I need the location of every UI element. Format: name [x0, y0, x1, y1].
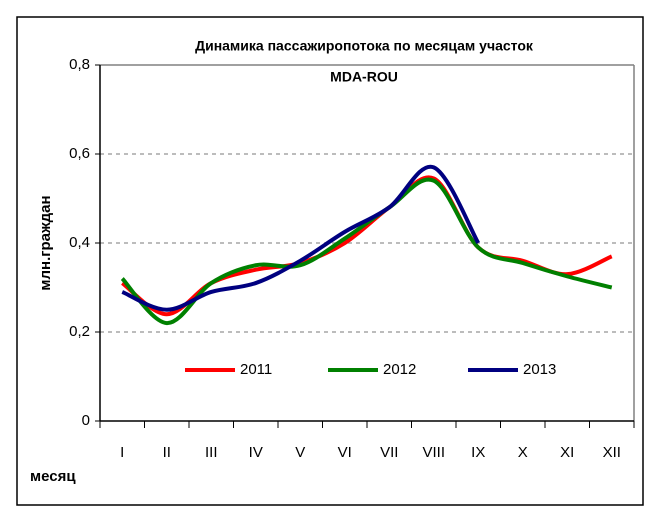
x-tick-label: III — [205, 444, 218, 461]
x-tick-label: XII — [603, 444, 621, 461]
x-tick-label: IX — [471, 444, 485, 461]
y-axis-label: млн.граждан — [37, 195, 54, 290]
legend-label: 2012 — [383, 361, 416, 378]
y-tick-label: 0 — [82, 412, 90, 429]
x-tick-label: VI — [338, 444, 352, 461]
legend-label: 2011 — [240, 361, 272, 378]
x-tick-label: II — [163, 444, 171, 461]
y-tick-label: 0,8 — [69, 56, 90, 73]
x-tick-label: I — [120, 444, 124, 461]
x-tick-label: V — [295, 444, 305, 461]
x-axis-label: месяц — [30, 468, 76, 485]
x-tick-label: VII — [380, 444, 398, 461]
chart-frame — [16, 16, 644, 506]
legend-label: 2013 — [523, 361, 556, 378]
series-line — [121, 164, 480, 312]
x-tick-label: X — [518, 444, 528, 461]
y-tick-label: 0,4 — [69, 234, 90, 251]
y-tick-label: 0,2 — [69, 323, 90, 340]
x-tick-label: VIII — [422, 444, 445, 461]
series-line — [120, 177, 613, 326]
y-tick-label: 0,6 — [69, 145, 90, 162]
chart-title: MDA-ROU — [330, 69, 398, 85]
x-tick-label: IV — [249, 444, 263, 461]
chart-title: Динамика пассажиропотока по месяцам учас… — [195, 38, 534, 54]
x-tick-label: XI — [560, 444, 574, 461]
